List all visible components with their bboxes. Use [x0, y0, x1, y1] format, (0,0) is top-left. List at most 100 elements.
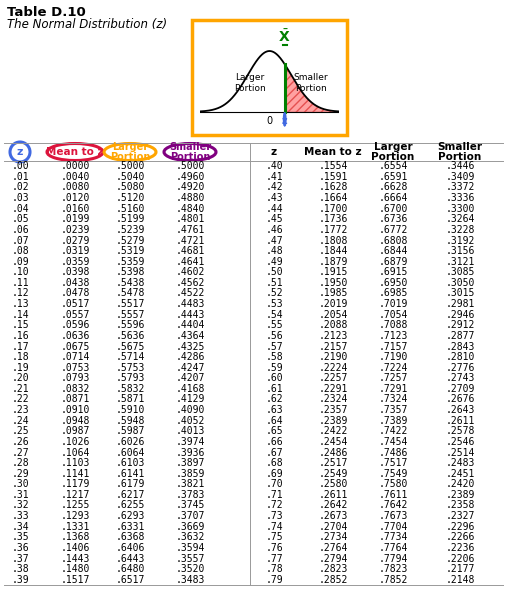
Text: .5120: .5120: [115, 193, 144, 203]
Text: .7852: .7852: [378, 575, 408, 584]
Text: .42: .42: [265, 182, 283, 193]
Text: .27: .27: [11, 448, 29, 457]
Text: .6517: .6517: [115, 575, 144, 584]
Text: .3669: .3669: [175, 521, 205, 532]
Text: .26: .26: [11, 437, 29, 447]
Text: .3821: .3821: [175, 479, 205, 490]
Text: .2810: .2810: [445, 352, 475, 362]
Text: .24: .24: [11, 416, 29, 426]
Text: .5040: .5040: [115, 172, 144, 182]
Text: .31: .31: [11, 490, 29, 500]
Text: .77: .77: [265, 553, 283, 563]
Text: .6443: .6443: [115, 553, 144, 563]
Text: .2389: .2389: [318, 416, 348, 426]
Text: .13: .13: [11, 299, 29, 309]
Text: .28: .28: [11, 458, 29, 468]
Text: .78: .78: [265, 564, 283, 574]
Text: Larger
Portion: Larger Portion: [234, 73, 266, 93]
Text: .08: .08: [11, 246, 29, 256]
Text: .56: .56: [265, 331, 283, 341]
Text: .14: .14: [11, 310, 29, 320]
Text: .10: .10: [11, 268, 29, 277]
Text: .0675: .0675: [60, 341, 90, 352]
Text: .7357: .7357: [378, 405, 408, 415]
Text: .3409: .3409: [445, 172, 475, 182]
Text: .6628: .6628: [378, 182, 408, 193]
Text: .3974: .3974: [175, 437, 205, 447]
Text: .75: .75: [265, 532, 283, 542]
Text: .0080: .0080: [60, 182, 90, 193]
Text: .6217: .6217: [115, 490, 144, 500]
Text: .51: .51: [265, 278, 283, 288]
Text: .1293: .1293: [60, 511, 90, 521]
Text: .5596: .5596: [115, 320, 144, 330]
Text: .7088: .7088: [378, 320, 408, 330]
Text: .2324: .2324: [318, 395, 348, 404]
Text: .3121: .3121: [445, 257, 475, 266]
Text: .12: .12: [11, 289, 29, 298]
Text: .3557: .3557: [175, 553, 205, 563]
Text: .4207: .4207: [175, 373, 205, 383]
Text: .30: .30: [11, 479, 29, 490]
Text: .2257: .2257: [318, 373, 348, 383]
Text: .6554: .6554: [378, 161, 408, 172]
Text: .2206: .2206: [445, 553, 475, 563]
Text: .4681: .4681: [175, 246, 205, 256]
Text: .1985: .1985: [318, 289, 348, 298]
Text: .67: .67: [265, 448, 283, 457]
Text: .3264: .3264: [445, 214, 475, 224]
Text: .6844: .6844: [378, 246, 408, 256]
Text: .0596: .0596: [60, 320, 90, 330]
Text: z: z: [282, 116, 287, 125]
Text: .3336: .3336: [445, 193, 475, 203]
Text: .5636: .5636: [115, 331, 144, 341]
Text: .1026: .1026: [60, 437, 90, 447]
Text: .2088: .2088: [318, 320, 348, 330]
Text: .4522: .4522: [175, 289, 205, 298]
Text: The Normal Distribution (z): The Normal Distribution (z): [7, 18, 167, 31]
Text: .0557: .0557: [60, 310, 90, 320]
Text: .72: .72: [265, 500, 283, 511]
Text: .05: .05: [11, 214, 29, 224]
Text: .5359: .5359: [115, 257, 144, 266]
Text: .4641: .4641: [175, 257, 205, 266]
Text: .7054: .7054: [378, 310, 408, 320]
Text: .6879: .6879: [378, 257, 408, 266]
Text: .53: .53: [265, 299, 283, 309]
Text: .03: .03: [11, 193, 29, 203]
Text: .73: .73: [265, 511, 283, 521]
Ellipse shape: [104, 143, 156, 160]
Text: .6255: .6255: [115, 500, 144, 511]
Text: .3015: .3015: [445, 289, 475, 298]
Text: .5871: .5871: [115, 395, 144, 404]
Text: .19: .19: [11, 362, 29, 373]
Text: .2643: .2643: [445, 405, 475, 415]
Text: .54: .54: [265, 310, 283, 320]
Text: .0000: .0000: [60, 161, 90, 172]
Text: .6368: .6368: [115, 532, 144, 542]
Text: $\bar{\mathbf{X}}$: $\bar{\mathbf{X}}$: [278, 28, 291, 44]
Text: .46: .46: [265, 225, 283, 235]
Text: .4840: .4840: [175, 203, 205, 214]
Text: .1808: .1808: [318, 235, 348, 245]
Text: .2190: .2190: [318, 352, 348, 362]
Text: z: z: [271, 147, 277, 157]
Text: .61: .61: [265, 384, 283, 394]
Text: .36: .36: [11, 543, 29, 553]
Circle shape: [284, 113, 285, 125]
Text: .06: .06: [11, 225, 29, 235]
Text: .2709: .2709: [445, 384, 475, 394]
Text: .44: .44: [265, 203, 283, 214]
Text: .4404: .4404: [175, 320, 205, 330]
Text: .1628: .1628: [318, 182, 348, 193]
Text: .5438: .5438: [115, 278, 144, 288]
Text: .48: .48: [265, 246, 283, 256]
Text: .4562: .4562: [175, 278, 205, 288]
Text: .2611: .2611: [445, 416, 475, 426]
Text: .3085: .3085: [445, 268, 475, 277]
Text: .1064: .1064: [60, 448, 90, 457]
Text: .1844: .1844: [318, 246, 348, 256]
Text: .79: .79: [265, 575, 283, 584]
Text: .4013: .4013: [175, 426, 205, 436]
Text: .59: .59: [265, 362, 283, 373]
